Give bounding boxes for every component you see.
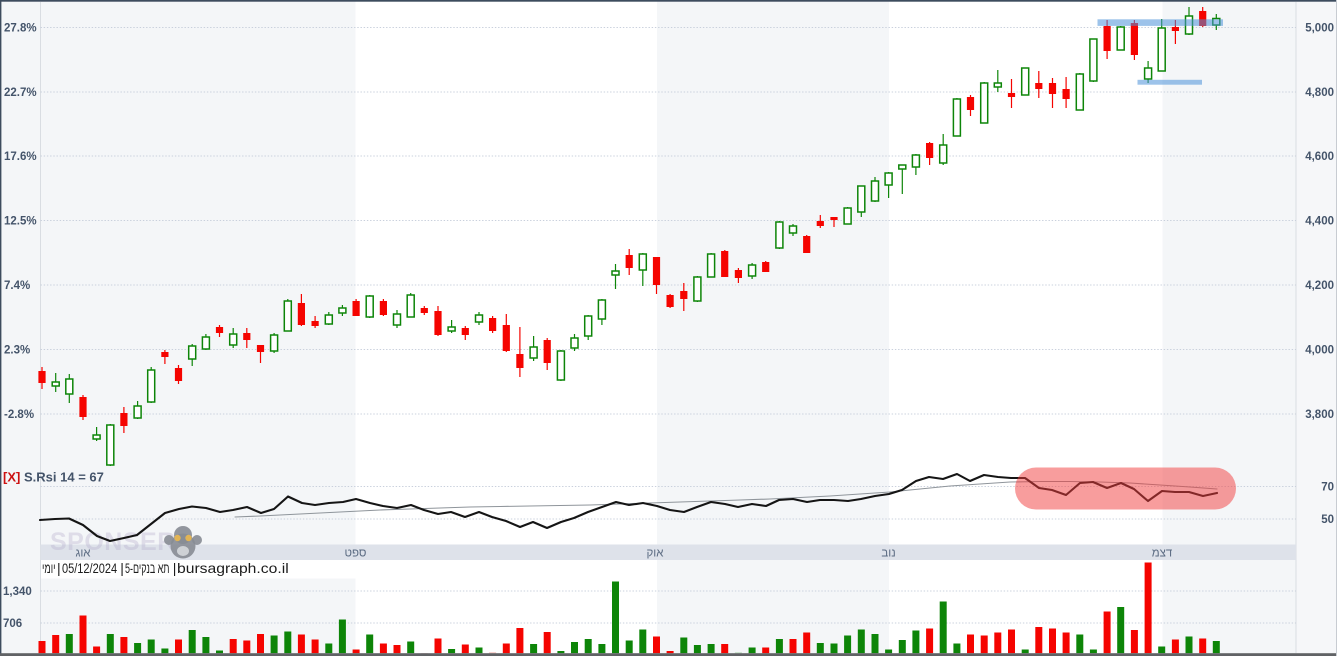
svg-text:אוק: אוק bbox=[647, 548, 665, 560]
svg-text:נוב: נוב bbox=[881, 548, 895, 560]
svg-text:S.Rsi 14 = 67: S.Rsi 14 = 67 bbox=[24, 470, 104, 485]
svg-text:דצמ: דצמ bbox=[1152, 548, 1173, 560]
svg-text:17.6%: 17.6% bbox=[4, 151, 37, 163]
svg-text:27.8%: 27.8% bbox=[4, 23, 37, 35]
svg-text:4,600: 4,600 bbox=[1305, 151, 1334, 163]
svg-text:3,800: 3,800 bbox=[1305, 409, 1334, 421]
svg-text:2.3%: 2.3% bbox=[4, 345, 30, 357]
svg-text:ספט: ספט bbox=[345, 548, 367, 560]
svg-text:4,400: 4,400 bbox=[1305, 216, 1334, 228]
svg-text:-2.8%: -2.8% bbox=[4, 409, 34, 421]
svg-text:70: 70 bbox=[1321, 482, 1334, 494]
svg-text:4,200: 4,200 bbox=[1305, 280, 1334, 292]
svg-text:50: 50 bbox=[1321, 514, 1334, 526]
svg-text:12.5%: 12.5% bbox=[4, 216, 37, 228]
svg-text:[X]: [X] bbox=[3, 470, 20, 485]
svg-text:SPONSER: SPONSER bbox=[50, 528, 176, 556]
svg-text:7.4%: 7.4% bbox=[4, 280, 30, 292]
svg-text:4,000: 4,000 bbox=[1305, 345, 1334, 357]
svg-text:1,340: 1,340 bbox=[3, 586, 32, 598]
svg-text:22.7%: 22.7% bbox=[4, 87, 37, 99]
svg-text:706: 706 bbox=[3, 618, 22, 630]
svg-text:4,800: 4,800 bbox=[1305, 87, 1334, 99]
svg-text:5,000: 5,000 bbox=[1305, 23, 1334, 35]
